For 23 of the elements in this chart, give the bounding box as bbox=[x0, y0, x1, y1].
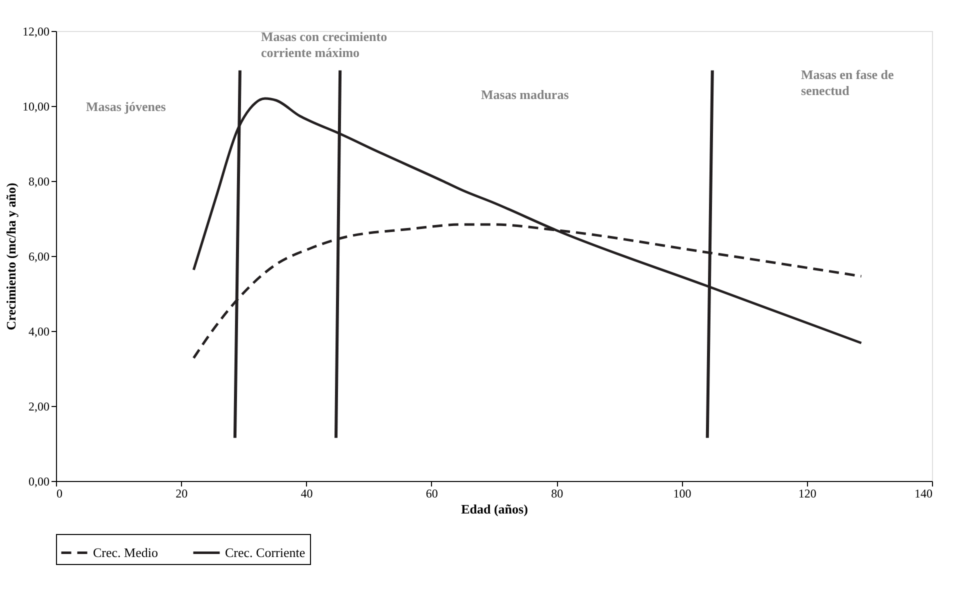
y-tick-label: 8,00 bbox=[28, 174, 50, 188]
x-tick-label: 120 bbox=[798, 486, 816, 500]
y-tick-label: 6,00 bbox=[28, 250, 50, 264]
annotation: Masas jóvenes bbox=[86, 99, 166, 114]
x-tick-label: 40 bbox=[300, 486, 313, 500]
y-tick-label: 0,00 bbox=[28, 474, 50, 488]
legend-label: Crec. Corriente bbox=[225, 544, 306, 560]
annotation: Masas maduras bbox=[481, 87, 569, 102]
y-tick-label: 4,00 bbox=[28, 324, 50, 338]
y-tick-label: 2,00 bbox=[28, 400, 50, 414]
x-tick-label: 20 bbox=[176, 486, 188, 500]
y-tick-label: 10,00 bbox=[22, 100, 50, 114]
y-axis-title: Crecimiento (mc/ha y año) bbox=[4, 182, 18, 330]
annotation: Masas en fase de senectud bbox=[801, 67, 894, 98]
x-tick-label: 80 bbox=[551, 486, 564, 500]
x-tick-label: 60 bbox=[426, 486, 438, 500]
legend-label: Crec. Medio bbox=[93, 544, 158, 560]
x-tick-label: 0 bbox=[56, 486, 62, 500]
x-axis-title: Edad (años) bbox=[461, 502, 528, 516]
y-tick-label: 12,00 bbox=[22, 24, 50, 38]
annotation: Masas con crecimiento corriente máximo bbox=[261, 29, 388, 60]
x-tick-label: 140 bbox=[914, 486, 932, 500]
x-tick-label: 100 bbox=[673, 486, 692, 500]
